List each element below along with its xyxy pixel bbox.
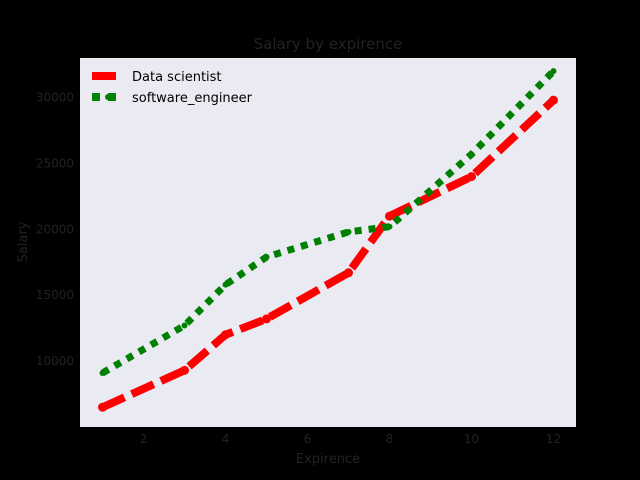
y-tick-label: 15000 <box>36 288 74 302</box>
y-tick-label: 30000 <box>36 91 74 105</box>
series-line-software-engineer <box>100 68 556 376</box>
x-tick-label: 2 <box>140 432 148 446</box>
legend: Data scientist software_engineer <box>92 70 253 106</box>
y-tick-label: 25000 <box>36 156 74 170</box>
y-tick-label: 20000 <box>36 222 74 236</box>
data-point-data-scientist <box>343 268 353 278</box>
x-tick-label: 12 <box>546 432 561 446</box>
data-point-data-scientist <box>221 330 231 340</box>
data-point-software-engineer <box>386 223 393 230</box>
data-point-software-engineer <box>468 151 475 158</box>
legend-marker-software-engineer <box>105 94 111 100</box>
data-point-data-scientist <box>98 402 108 412</box>
data-point-data-scientist <box>548 95 558 105</box>
data-point-software-engineer <box>345 228 352 235</box>
legend-label-software-engineer: software_engineer <box>132 91 253 106</box>
data-point-data-scientist <box>262 314 272 324</box>
plot-area <box>80 58 576 427</box>
x-tick-label: 8 <box>386 432 394 446</box>
y-axis-label: Salary <box>16 221 31 262</box>
legend-marker-data-scientist <box>104 72 112 80</box>
series-layer <box>98 68 558 412</box>
x-tick-label: 6 <box>304 432 312 446</box>
chart-title: Salary by expirence <box>254 35 403 53</box>
y-tick-label: 10000 <box>36 354 74 368</box>
y-axis-ticks: 10000 15000 20000 25000 30000 <box>36 91 74 369</box>
data-point-data-scientist <box>466 172 476 182</box>
data-point-software-engineer <box>263 253 270 260</box>
data-point-software-engineer <box>550 68 557 75</box>
series-line-data-scientist <box>100 97 557 411</box>
x-tick-label: 4 <box>222 432 230 446</box>
x-axis-ticks: 2 4 6 8 10 12 <box>140 432 561 446</box>
data-point-software-engineer <box>181 322 188 329</box>
x-axis-label: Expirence <box>296 452 360 467</box>
x-tick-label: 10 <box>464 432 479 446</box>
data-point-data-scientist <box>384 211 394 221</box>
legend-label-data-scientist: Data scientist <box>132 70 222 85</box>
data-point-software-engineer <box>222 281 229 288</box>
data-point-data-scientist <box>180 365 190 375</box>
data-point-software-engineer <box>99 369 106 376</box>
